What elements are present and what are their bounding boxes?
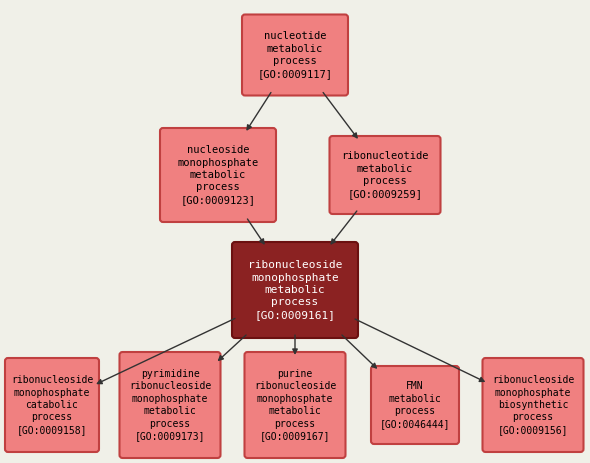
FancyBboxPatch shape — [371, 366, 459, 444]
Text: pyrimidine
ribonucleoside
monophosphate
metabolic
process
[GO:0009173]: pyrimidine ribonucleoside monophosphate … — [129, 369, 211, 441]
Text: purine
ribonucleoside
monophosphate
metabolic
process
[GO:0009167]: purine ribonucleoside monophosphate meta… — [254, 369, 336, 441]
FancyBboxPatch shape — [120, 352, 221, 458]
FancyBboxPatch shape — [232, 242, 358, 338]
FancyBboxPatch shape — [242, 14, 348, 95]
Text: ribonucleoside
monophosphate
biosynthetic
process
[GO:0009156]: ribonucleoside monophosphate biosyntheti… — [492, 375, 574, 435]
FancyBboxPatch shape — [329, 136, 441, 214]
FancyBboxPatch shape — [160, 128, 276, 222]
Text: ribonucleotide
metabolic
process
[GO:0009259]: ribonucleotide metabolic process [GO:000… — [341, 151, 429, 199]
FancyBboxPatch shape — [5, 358, 99, 452]
Text: nucleotide
metabolic
process
[GO:0009117]: nucleotide metabolic process [GO:0009117… — [257, 31, 333, 79]
Text: ribonucleoside
monophosphate
catabolic
process
[GO:0009158]: ribonucleoside monophosphate catabolic p… — [11, 375, 93, 435]
Text: ribonucleoside
monophosphate
metabolic
process
[GO:0009161]: ribonucleoside monophosphate metabolic p… — [248, 260, 342, 320]
FancyBboxPatch shape — [244, 352, 346, 458]
Text: nucleoside
monophosphate
metabolic
process
[GO:0009123]: nucleoside monophosphate metabolic proce… — [178, 145, 258, 205]
Text: FMN
metabolic
process
[GO:0046444]: FMN metabolic process [GO:0046444] — [380, 382, 450, 429]
FancyBboxPatch shape — [483, 358, 584, 452]
